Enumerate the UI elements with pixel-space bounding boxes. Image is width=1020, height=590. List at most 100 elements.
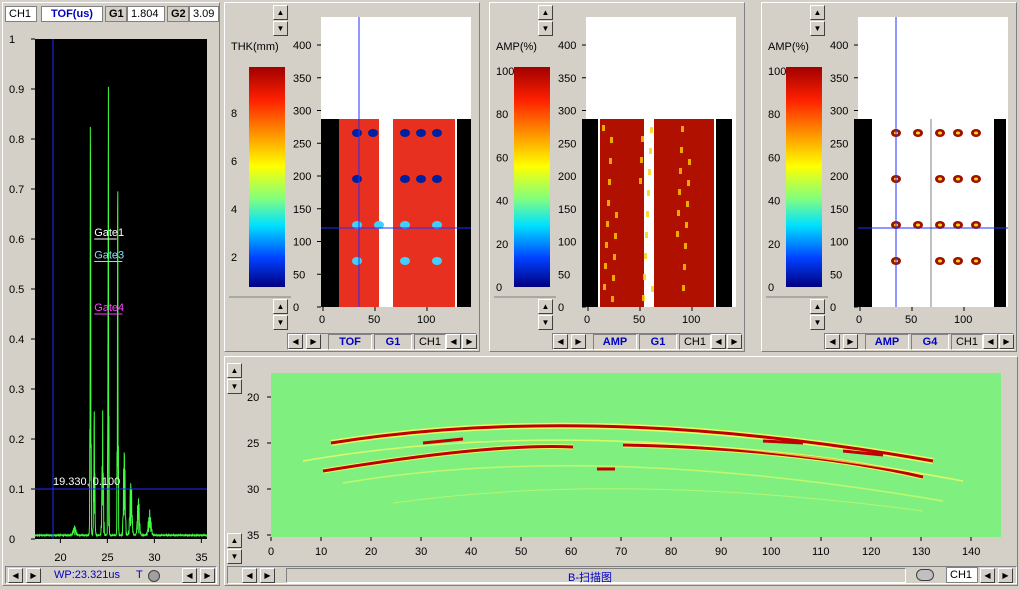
bscan-scroll-track[interactable]: [286, 568, 906, 583]
cscan-ch-next-button[interactable]: ▶: [727, 334, 742, 349]
cscan-ch-next-button[interactable]: ▶: [462, 334, 477, 349]
cscan-ch-prev-button[interactable]: ◀: [711, 334, 726, 349]
y-tick-label: 350: [830, 73, 848, 85]
cscan-next-button[interactable]: ▶: [306, 334, 321, 349]
bscan-zoom-up-button[interactable]: ▲: [227, 363, 242, 378]
cscan-prev-button[interactable]: ◀: [553, 334, 568, 349]
bscan-y-tick: 25: [247, 438, 259, 450]
colorbar-tick: 4: [231, 204, 237, 216]
bscan-x-tick: 130: [912, 546, 930, 558]
colorbar-down-button[interactable]: ▼: [273, 21, 288, 36]
colorbar-tick: 80: [768, 109, 780, 121]
colorbar-down-button[interactable]: ▼: [810, 21, 825, 36]
x-tick-label: 50: [905, 314, 917, 326]
colorbar-tick: 0: [496, 282, 502, 294]
bscan-x-tick: 10: [315, 546, 327, 558]
colorbar-up-button[interactable]: ▲: [810, 5, 825, 20]
y-tick-label: 200: [293, 171, 311, 183]
colorbar-tick: 40: [768, 196, 780, 208]
bscan-x-tick: 90: [715, 546, 727, 558]
bscan-panel: ▲ ▼ ▲ ▼ 20 25 30 35 0 10 20 30 40 50 60 70 80 90 100 1…: [224, 356, 1018, 586]
ascan-plot[interactable]: 1 0.9 0.8 0.7 0.6 0.5 0.4 0.3 0.2 0.1 0 20 25 30 35 G…: [3, 25, 219, 569]
x-tick-label: 0: [319, 314, 325, 326]
colorbar-tick: 100: [496, 66, 514, 78]
colorbar-up-button[interactable]: ▲: [538, 5, 553, 20]
y-tick-label: 250: [830, 138, 848, 150]
cscan-gate-tab[interactable]: G1: [374, 334, 412, 350]
cscan-next-button[interactable]: ▶: [571, 334, 586, 349]
colorbar-down-button[interactable]: ▼: [538, 21, 553, 36]
cscan-gate-tab[interactable]: G1: [639, 334, 677, 350]
ascan-mode-label[interactable]: TOF(us): [41, 6, 103, 22]
ascan-y-tick: 0.4: [9, 334, 24, 346]
colorbar-down2-button[interactable]: ▼: [273, 315, 288, 330]
cscan-prev-button[interactable]: ◀: [288, 334, 303, 349]
bscan-scroll-right-button[interactable]: ▶: [260, 568, 275, 583]
ascan-scroll-right2-button[interactable]: ▶: [200, 568, 215, 583]
status-flag: T: [136, 569, 143, 581]
bscan-x-tick: 50: [515, 546, 527, 558]
status-indicator-icon[interactable]: [148, 570, 160, 582]
y-tick-label: 100: [293, 237, 311, 249]
y-tick-label: 250: [293, 138, 311, 150]
colorbar-down2-button[interactable]: ▼: [810, 315, 825, 330]
cscan-ch-prev-button[interactable]: ◀: [983, 334, 998, 349]
bscan-scroll-left-button[interactable]: ◀: [242, 568, 257, 583]
cscan-ch-next-button[interactable]: ▶: [999, 334, 1014, 349]
g1-value-field[interactable]: 1.804: [127, 6, 165, 22]
cscan-channel-tab[interactable]: CH1: [951, 334, 983, 350]
cscan-plot-tof[interactable]: 8 6 4 2 400 350 300 250 200 150 100 50 0 0 50 100: [225, 3, 481, 333]
bscan-zoom-down-button[interactable]: ▼: [227, 379, 242, 394]
ascan-x-tick: 35: [195, 552, 207, 564]
gate-label: Gate1: [94, 227, 124, 239]
x-tick-label: 50: [368, 314, 380, 326]
ascan-channel-label[interactable]: CH1: [5, 6, 37, 22]
bscan-plot[interactable]: 20 25 30 35 0 10 20 30 40 50 60 70 80 90 100 110 120 130…: [243, 371, 1017, 565]
cscan-next-button[interactable]: ▶: [843, 334, 858, 349]
bscan-status-bar: ◀ ▶ B-扫描图 CH1 ◀ ▶: [227, 566, 1017, 584]
x-tick-label: 100: [954, 314, 972, 326]
ascan-y-tick: 0.9: [9, 84, 24, 96]
cscan-channel-tab[interactable]: CH1: [414, 334, 446, 350]
colorbar-down2-button[interactable]: ▼: [538, 315, 553, 330]
bscan-y-tick: 35: [247, 530, 259, 542]
cscan-mode-tab[interactable]: TOF: [328, 334, 372, 350]
bscan-y-up-button[interactable]: ▲: [227, 533, 242, 548]
g2-value-field[interactable]: 3.09: [189, 6, 219, 22]
y-tick-label: 0: [558, 302, 564, 314]
ascan-scroll-left-button[interactable]: ◀: [8, 568, 23, 583]
colorbar-up2-button[interactable]: ▲: [273, 299, 288, 314]
colorbar-up-button[interactable]: ▲: [273, 5, 288, 20]
bscan-ch-prev-button[interactable]: ◀: [980, 568, 995, 583]
ascan-y-tick: 0.5: [9, 284, 24, 296]
cscan-ch-prev-button[interactable]: ◀: [446, 334, 461, 349]
bscan-y-down-button[interactable]: ▼: [227, 549, 242, 564]
y-tick-label: 0: [830, 302, 836, 314]
cscan-mode-tab[interactable]: AMP: [593, 334, 637, 350]
cscan-channel-tab[interactable]: CH1: [679, 334, 711, 350]
bscan-x-tick: 110: [812, 546, 830, 558]
bscan-toggle-icon[interactable]: [916, 569, 934, 581]
colorbar-tick: 20: [496, 239, 508, 251]
colorbar: [249, 67, 285, 287]
colorbar-up2-button[interactable]: ▲: [810, 299, 825, 314]
ascan-scroll-right-button[interactable]: ▶: [26, 568, 41, 583]
bscan-channel-label[interactable]: CH1: [946, 567, 978, 583]
cscan-panel-tof: ▲ ▼ ▲ ▼ THK(mm) 8 6 4 2 400 350 300 250 200 150 10…: [224, 2, 480, 352]
colorbar-up2-button[interactable]: ▲: [538, 299, 553, 314]
cscan-gate-tab[interactable]: G4: [911, 334, 949, 350]
ascan-x-tick: 30: [148, 552, 160, 564]
ascan-scroll-left2-button[interactable]: ◀: [182, 568, 197, 583]
bscan-x-tick: 40: [465, 546, 477, 558]
y-tick-label: 200: [830, 171, 848, 183]
cscan-mode-tab[interactable]: AMP: [865, 334, 909, 350]
cscan-tabbar: ◀ ▶ TOF G1 CH1 ◀ ▶: [287, 333, 477, 350]
colorbar-label: AMP(%): [496, 41, 537, 53]
colorbar-tick: 2: [231, 252, 237, 264]
bscan-ch-next-button[interactable]: ▶: [998, 568, 1013, 583]
cscan-prev-button[interactable]: ◀: [825, 334, 840, 349]
y-tick-label: 0: [293, 302, 299, 314]
y-tick-label: 350: [293, 73, 311, 85]
